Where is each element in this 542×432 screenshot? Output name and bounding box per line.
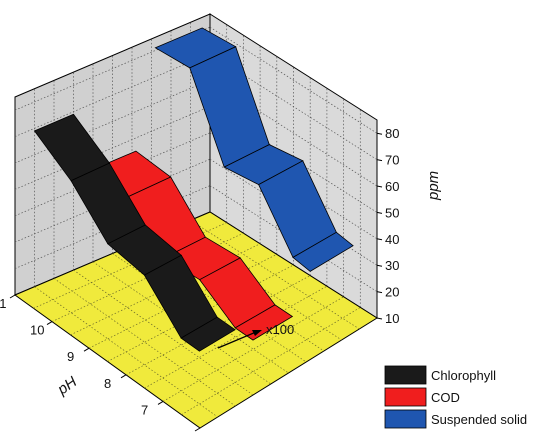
floor-gridline	[151, 236, 325, 352]
annotation-arrow-line	[217, 331, 257, 349]
chart-axes: 10 20 30 40 50 60 70 80 11 10 9 8 7 6	[0, 126, 399, 432]
z-tick-mark	[376, 317, 383, 320]
annotation-arrowhead	[252, 330, 262, 336]
x-tick-mark	[46, 321, 53, 326]
x-tick-label: 11	[0, 296, 7, 311]
chart-ribbons	[33, 27, 354, 352]
legend: Chlorophyll COD Suspended solid	[384, 365, 527, 429]
x-tick-label: 8	[104, 376, 111, 391]
z-tick-mark	[376, 185, 383, 188]
z-tick-label: 50	[385, 205, 399, 220]
z-tick-label: 30	[385, 258, 399, 273]
wall-gridline	[209, 26, 378, 134]
legend-label: Chlorophyll	[431, 368, 496, 383]
ribbon-segment	[180, 316, 236, 352]
z-tick-mark	[376, 159, 383, 162]
z-tick-mark	[376, 211, 383, 214]
x-tick-label: 9	[67, 349, 74, 364]
wall-gridline	[14, 26, 211, 111]
z-tick-mark	[376, 291, 383, 294]
x-tick-label: 7	[141, 402, 148, 417]
x-tick-mark	[120, 374, 127, 379]
z-tick-mark	[376, 132, 383, 135]
x-tick-mark	[194, 427, 201, 432]
x-tick-mark	[9, 294, 16, 299]
legend-swatch	[384, 365, 427, 385]
legend-label: COD	[431, 390, 460, 405]
x-tick-mark	[157, 400, 164, 405]
x-tick-mark	[83, 347, 90, 352]
x100-annotation: x100	[217, 322, 294, 349]
floor-gridline	[73, 269, 254, 396]
ribbon-suspended-solid	[154, 27, 354, 272]
floor-gridline	[34, 286, 218, 418]
x-tick-label: 6	[178, 429, 185, 432]
ribbon-segment	[292, 231, 354, 272]
z-tick-label: 10	[385, 311, 399, 326]
legend-swatch	[384, 409, 427, 429]
annotation-label: x100	[266, 322, 294, 337]
z-axis-title: ppm	[425, 171, 442, 201]
z-tick-label: 40	[385, 232, 399, 247]
z-tick-label: 20	[385, 285, 399, 300]
legend-label: Suspended solid	[431, 412, 527, 427]
z-tick-mark	[376, 264, 383, 267]
z-tick-label: 60	[385, 179, 399, 194]
x-axis-title: pH	[54, 373, 80, 399]
z-tick-label: 70	[385, 153, 399, 168]
floor-gridline	[92, 261, 271, 385]
ribbon-chlorophyll	[33, 113, 236, 352]
z-tick-label: 80	[385, 126, 399, 141]
x-tick-label: 10	[30, 323, 44, 338]
legend-swatch	[384, 387, 427, 407]
z-tick-mark	[376, 238, 383, 241]
